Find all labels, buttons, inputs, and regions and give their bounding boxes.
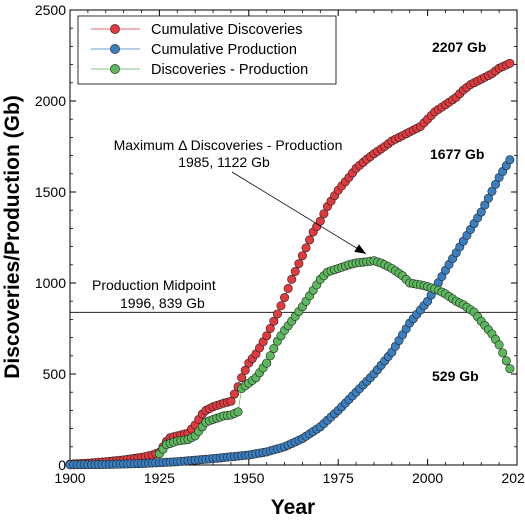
end-label-difference: 529 Gb bbox=[432, 368, 479, 384]
y-axis: 0 500 1000 1500 2000 2500 bbox=[35, 2, 517, 473]
legend-marker-production bbox=[110, 44, 120, 54]
data-point bbox=[269, 316, 279, 326]
data-point bbox=[301, 243, 311, 253]
y-axis-title: Discoveries/Production (Gb) bbox=[1, 95, 24, 379]
y-tick-label: 2500 bbox=[35, 2, 66, 18]
series-cumulative-production bbox=[65, 155, 515, 470]
x-tick-label: 2025 bbox=[501, 470, 525, 486]
data-point bbox=[229, 389, 239, 399]
end-label-discoveries: 2207 Gb bbox=[432, 39, 486, 55]
data-point bbox=[269, 344, 279, 354]
midpoint-annotation-line2: 1996, 839 Gb bbox=[120, 295, 205, 311]
legend-label-discoveries: Cumulative Discoveries bbox=[151, 22, 303, 38]
data-point bbox=[276, 301, 286, 311]
y-tick-label: 500 bbox=[43, 366, 67, 382]
data-point bbox=[305, 235, 315, 245]
max-delta-arrow bbox=[231, 171, 367, 255]
y-tick-label: 2000 bbox=[35, 93, 66, 109]
data-point bbox=[272, 309, 282, 319]
max-delta-annotation-line1: Maximum Δ Discoveries - Production bbox=[114, 137, 343, 153]
legend-marker-discoveries bbox=[110, 24, 120, 34]
data-point bbox=[315, 216, 325, 226]
x-tick-label: 1975 bbox=[323, 470, 354, 486]
data-point bbox=[319, 209, 329, 219]
midpoint-annotation-line1: Production Midpoint bbox=[92, 277, 216, 293]
data-point bbox=[240, 365, 250, 375]
legend: Cumulative Discoveries Cumulative Produc… bbox=[77, 15, 337, 85]
plot-frame bbox=[69, 9, 518, 466]
series-discoveries-minus-production bbox=[154, 256, 515, 459]
x-tick-label: 1925 bbox=[144, 470, 175, 486]
data-point bbox=[262, 358, 272, 368]
data-point bbox=[287, 274, 297, 284]
x-tick-label: 1900 bbox=[54, 470, 85, 486]
data-point bbox=[226, 396, 236, 406]
data-point bbox=[283, 283, 293, 293]
legend-marker-difference bbox=[110, 64, 120, 74]
x-axis: 1900 1925 1950 1975 2000 2025 bbox=[54, 10, 525, 486]
data-point bbox=[501, 356, 511, 366]
data-point bbox=[294, 259, 304, 269]
x-tick-label: 1950 bbox=[233, 470, 264, 486]
y-tick-label: 0 bbox=[58, 457, 66, 473]
data-point bbox=[265, 323, 275, 333]
max-delta-annotation-line2: 1985, 1122 Gb bbox=[178, 154, 270, 170]
x-tick-label: 2000 bbox=[412, 470, 443, 486]
legend-label-difference: Discoveries - Production bbox=[151, 62, 308, 78]
data-point bbox=[498, 348, 508, 358]
y-tick-label: 1500 bbox=[35, 184, 66, 200]
data-point bbox=[237, 373, 247, 383]
data-point bbox=[494, 340, 504, 350]
data-point bbox=[280, 293, 290, 303]
legend-box bbox=[77, 15, 337, 85]
data-point bbox=[505, 155, 515, 165]
data-point bbox=[297, 251, 307, 261]
data-point bbox=[265, 351, 275, 361]
data-point bbox=[505, 364, 515, 374]
y-tick-label: 1000 bbox=[35, 275, 66, 291]
data-point bbox=[233, 407, 243, 417]
x-axis-title: Year bbox=[271, 496, 315, 519]
data-point bbox=[290, 266, 300, 276]
data-point bbox=[262, 331, 272, 341]
max-delta-arrowhead bbox=[354, 244, 366, 254]
end-label-production: 1677 Gb bbox=[430, 146, 484, 162]
data-point bbox=[505, 58, 515, 68]
legend-label-production: Cumulative Production bbox=[151, 42, 297, 58]
